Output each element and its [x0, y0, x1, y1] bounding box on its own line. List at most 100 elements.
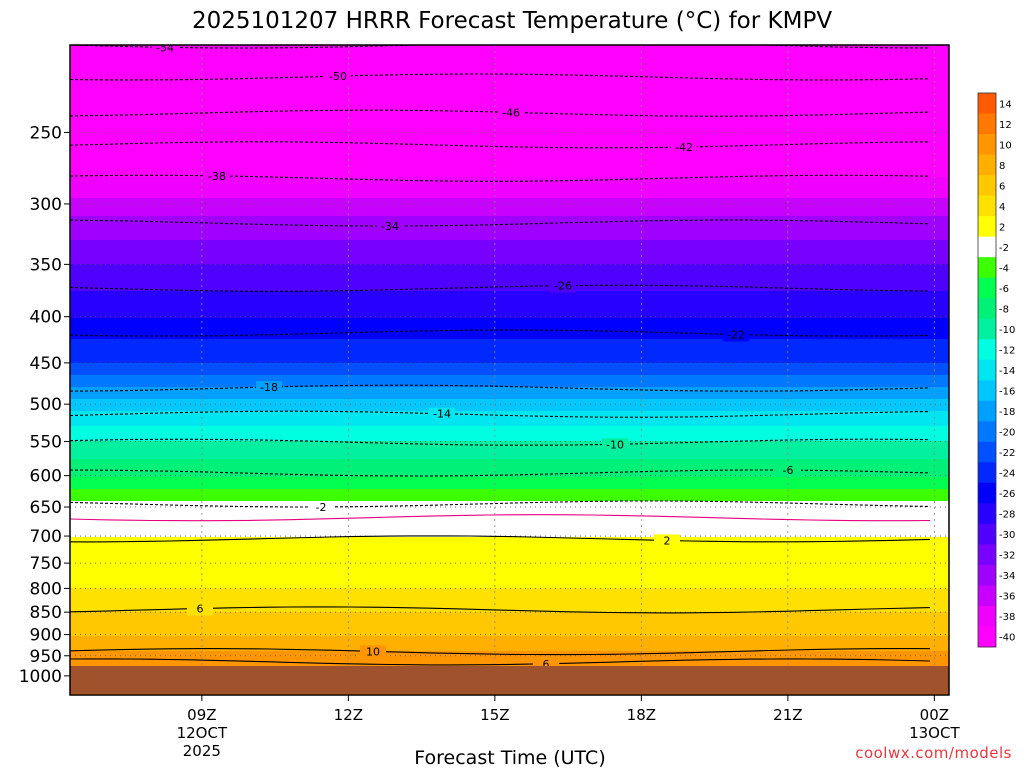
contour-label-bg — [671, 141, 697, 155]
contour-line — [70, 329, 931, 337]
colorbar-tick-label: -24 — [999, 469, 1015, 480]
temperature-band — [70, 384, 949, 388]
colorbar-segment — [978, 544, 996, 566]
temperature-band — [70, 597, 949, 601]
x-tick-label: 00Z — [920, 706, 949, 724]
temperature-band — [70, 123, 949, 127]
temperature-band — [70, 177, 949, 181]
plot-area: -54-50-46-42-38-34-26-22-18-14-10-6-2261… — [70, 45, 949, 695]
temperature-band — [70, 459, 949, 463]
contour-label-bg — [204, 169, 230, 183]
temperature-band — [70, 387, 949, 391]
temperature-band — [70, 243, 949, 247]
temperature-band — [70, 480, 949, 484]
temperature-band — [70, 444, 949, 448]
colorbar-tick-label: -38 — [999, 612, 1015, 623]
temperature-band — [70, 495, 949, 499]
temperature-band — [70, 99, 949, 103]
temperature-band — [70, 330, 949, 334]
colorbar-segment — [978, 216, 996, 238]
temperature-band — [70, 357, 949, 361]
temperature-band — [70, 132, 949, 136]
temperature-band — [70, 315, 949, 319]
temperature-band — [70, 501, 949, 505]
temperature-band — [70, 630, 949, 634]
contour-label: -42 — [675, 141, 693, 154]
contour-label-bg — [360, 645, 386, 659]
temperature-band — [70, 270, 949, 274]
temperature-band — [70, 549, 949, 553]
temperature-band — [70, 369, 949, 373]
temperature-band — [70, 606, 949, 610]
colorbar-tick-label: 2 — [999, 222, 1005, 233]
temperature-band — [70, 477, 949, 481]
temperature-band — [70, 396, 949, 400]
temperature-band — [70, 138, 949, 142]
temperature-band — [70, 636, 949, 640]
temperature-band — [70, 639, 949, 643]
colorbar-segment — [978, 195, 996, 217]
temperature-band — [70, 423, 949, 427]
temperature-band — [70, 297, 949, 301]
temperature-band — [70, 141, 949, 145]
contour-label: -34 — [381, 220, 399, 233]
contour-label: -18 — [260, 381, 278, 394]
temperature-band — [70, 642, 949, 646]
x-tick-label: 12Z — [334, 706, 363, 724]
colorbar-segment — [978, 318, 996, 340]
temperature-band — [70, 183, 949, 187]
temperature-band — [70, 519, 949, 523]
temperature-band — [70, 168, 949, 172]
temperature-band — [70, 438, 949, 442]
temperature-band — [70, 135, 949, 139]
temperature-band — [70, 63, 949, 67]
contour-line — [70, 410, 931, 418]
temperature-band — [70, 57, 949, 61]
colorbar-segment — [978, 359, 996, 381]
temperature-band — [70, 90, 949, 94]
temperature-band — [70, 558, 949, 562]
temperature-band — [70, 102, 949, 106]
temperature-band — [70, 561, 949, 565]
temperature-band — [70, 516, 949, 520]
y-tick-label: 500 — [30, 395, 62, 415]
colorbar-tick-label: -36 — [999, 592, 1015, 603]
temperature-band — [70, 603, 949, 607]
temperature-band — [70, 408, 949, 412]
colorbar-segment — [978, 482, 996, 504]
colorbar-segment — [978, 236, 996, 258]
temperature-band — [70, 306, 949, 310]
y-tick-label: 300 — [30, 195, 62, 215]
temperature-band — [70, 483, 949, 487]
contour-line — [70, 438, 931, 446]
temperature-band — [70, 54, 949, 58]
contour-label-bg — [723, 328, 749, 342]
temperature-band — [70, 126, 949, 130]
temperature-band — [70, 228, 949, 232]
temperature-band — [70, 279, 949, 283]
temperature-band — [70, 465, 949, 469]
temperature-band — [70, 393, 949, 397]
colorbar-tick-label: 8 — [999, 161, 1005, 172]
temperature-band — [70, 87, 949, 91]
temperature-band — [70, 375, 949, 379]
colorbar-tick-label: -6 — [999, 284, 1009, 295]
temperature-band — [70, 252, 949, 256]
temperature-band — [70, 420, 949, 424]
colorbar-tick-label: -14 — [999, 366, 1015, 377]
y-tick-label: 400 — [30, 308, 62, 328]
colorbar-tick-label: -12 — [999, 345, 1015, 356]
temperature-band — [70, 366, 949, 370]
contour-label: -14 — [433, 408, 451, 421]
temperature-band — [70, 318, 949, 322]
temperature-band — [70, 84, 949, 88]
y-tick-label: 700 — [30, 527, 62, 547]
contour-label: 2 — [664, 534, 671, 547]
colorbar-tick-label: -28 — [999, 510, 1015, 521]
temperature-band — [70, 147, 949, 151]
temperature-band — [70, 144, 949, 148]
temperature-band — [70, 447, 949, 451]
temperature-band — [70, 78, 949, 82]
x-tick-label: 15Z — [480, 706, 509, 724]
contour-label-bg — [775, 464, 801, 478]
